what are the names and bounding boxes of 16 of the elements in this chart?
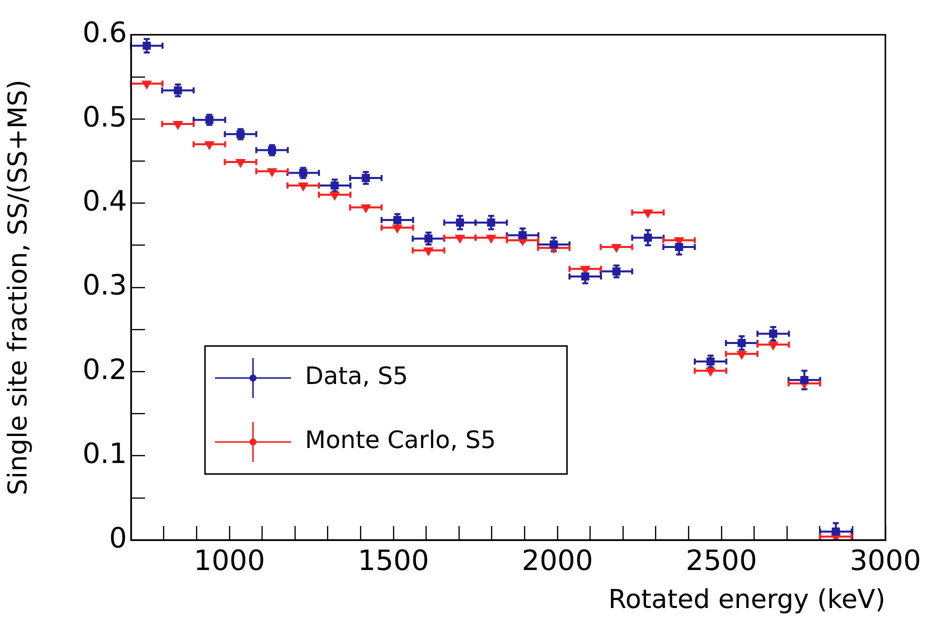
x-tick-label: 1000	[194, 544, 266, 578]
x-tick-label: 2500	[686, 544, 758, 578]
y-tick-label: 0	[109, 521, 127, 554]
y-tick-label: 0.5	[82, 100, 127, 134]
y-tick-label: 0.6	[82, 16, 127, 50]
y-axis-title: Single site fraction, SS/(SS+MS)	[3, 80, 34, 496]
legend-label: Monte Carlo, S5	[305, 426, 496, 454]
x-axis-title: Rotated energy (keV)	[608, 585, 886, 616]
y-tick-label: 0.3	[82, 268, 127, 302]
x-tick-label: 3000	[850, 544, 922, 578]
y-tick-label: 0.1	[82, 437, 127, 470]
x-tick-label: 2000	[522, 544, 594, 578]
y-tick-label: 0.4	[82, 184, 127, 218]
y-tick-label: 0.2	[82, 352, 127, 386]
legend-label: Data, S5	[305, 362, 408, 390]
x-tick-label: 1500	[358, 544, 430, 578]
